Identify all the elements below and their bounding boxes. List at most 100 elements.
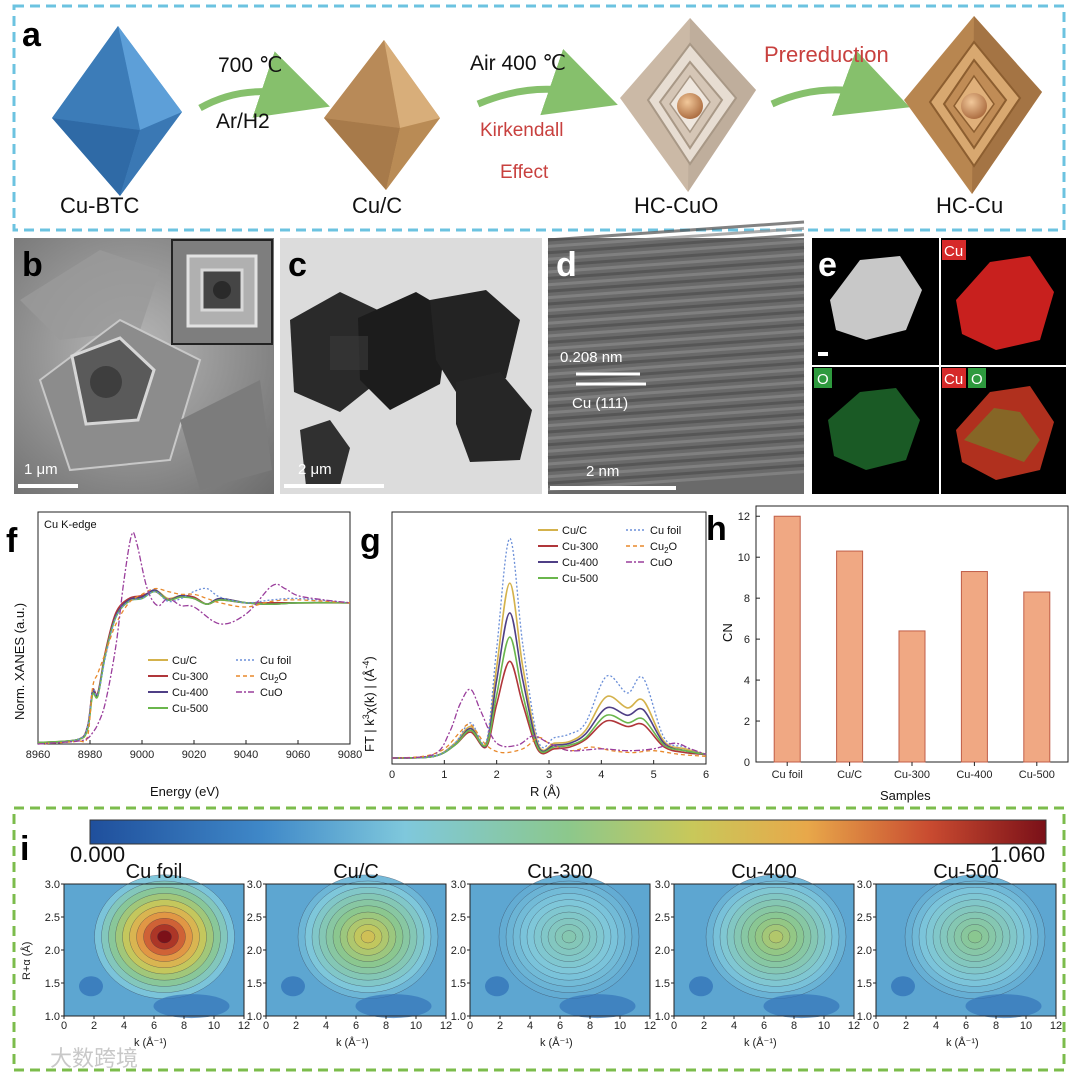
wt-x-axis-label: k (Å⁻¹) <box>744 1036 777 1049</box>
arrow-step-2 <box>476 48 618 116</box>
wt-x-tick-label: 12 <box>644 1020 656 1032</box>
panel-label-c: c <box>288 246 307 284</box>
step3-prereduction: Prereduction <box>764 42 889 67</box>
cn-x-tick-label: Cu foil <box>772 769 803 781</box>
step1-temperature: 700 ℃ <box>218 54 282 77</box>
exafs-legend-cufoil: Cu foil <box>650 525 681 537</box>
wt-y-tick-label: 2.5 <box>655 912 670 924</box>
wt-y-tick-label: 2.0 <box>247 945 262 957</box>
panel-d-hrtem-image: d 0.208 nm Cu (111) 2 nm <box>547 220 805 494</box>
wt-x-tick-label: 10 <box>1020 1020 1032 1032</box>
wt-y-tick-label: 3.0 <box>451 879 466 891</box>
wt-x-tick-label: 8 <box>383 1020 389 1032</box>
exafs-legend-cuo: CuO <box>650 557 673 569</box>
xanes-series-cu2o <box>37 587 351 745</box>
wt-x-tick-label: 12 <box>848 1020 860 1032</box>
wt-y-tick-label: 2.0 <box>451 945 466 957</box>
cu-btc-octahedron <box>52 26 182 196</box>
wt-map-cuc: Cu/C 0 2 4 6 8 10 12 1.0 1.5 2.0 2.5 3.0 k (Å⁻¹) <box>247 861 452 1049</box>
wt-x-tick-label: 0 <box>467 1020 473 1032</box>
hc-cuo-hollow-octahedron <box>620 18 756 192</box>
xanes-y-axis-label: Norm. XANES (a.u.) <box>12 603 27 720</box>
wt-x-tick-label: 4 <box>323 1020 329 1032</box>
wt-x-tick-label: 6 <box>151 1020 157 1032</box>
eds-sem-particle <box>830 256 922 340</box>
wt-x-tick-label: 4 <box>731 1020 737 1032</box>
wt-x-tick-label: 6 <box>761 1020 767 1032</box>
colorbar-max-label: 1.060 <box>990 842 1045 867</box>
xanes-x-tick-label: 9080 <box>338 749 362 761</box>
wt-y-tick-label: 1.0 <box>655 1011 670 1023</box>
eds-label-cu: Cu <box>944 243 963 260</box>
stage-label-cu-c: Cu/C <box>352 193 402 218</box>
arrow-step-3 <box>770 50 910 117</box>
cn-bar <box>1023 591 1051 763</box>
wt-y-tick-label: 3.0 <box>247 879 262 891</box>
panel-d-scale-text: 2 nm <box>586 463 619 480</box>
cn-y-tick-label: 4 <box>744 675 750 687</box>
wt-map-title: Cu foil <box>126 861 183 883</box>
cn-y-tick-label: 12 <box>738 511 750 523</box>
xanes-x-tick-label: 9040 <box>234 749 258 761</box>
step2-kirkendall: Kirkendall <box>480 120 563 141</box>
cn-bar <box>960 571 988 763</box>
cn-x-axis-label: Samples <box>880 788 931 803</box>
eds-o-map <box>828 388 920 470</box>
xanes-legend-cuc: Cu/C <box>172 655 197 667</box>
xanes-legend-cu2o: Cu2O <box>260 671 288 685</box>
panel-label-g: g <box>360 522 381 560</box>
wt-y-tick-label: 2.5 <box>247 912 262 924</box>
exafs-series-cufoil <box>391 537 707 759</box>
cn-bar <box>836 550 864 763</box>
xanes-legend-cufoil: Cu foil <box>260 655 291 667</box>
wt-x-tick-label: 6 <box>353 1020 359 1032</box>
wt-map-cu400: Cu-400 0 2 4 6 8 10 12 1.0 1.5 2.0 2.5 3.0 k (Å⁻¹) <box>655 861 860 1049</box>
wt-x-tick-label: 0 <box>61 1020 67 1032</box>
exafs-x-tick-label: 4 <box>598 769 604 781</box>
xanes-x-tick-label: 9000 <box>130 749 154 761</box>
wt-map-title: Cu-500 <box>933 861 999 883</box>
xanes-edge-annotation: Cu K-edge <box>44 519 97 531</box>
panel-label-i: i <box>20 830 29 868</box>
xanes-legend-cuo: CuO <box>260 687 283 699</box>
exafs-series-cu300 <box>391 660 707 759</box>
wt-y-axis-label: R+α (Å) <box>20 942 33 980</box>
wt-x-tick-label: 2 <box>701 1020 707 1032</box>
wt-x-tick-label: 4 <box>121 1020 127 1032</box>
wt-x-tick-label: 0 <box>263 1020 269 1032</box>
wt-x-tick-label: 10 <box>208 1020 220 1032</box>
wt-y-tick-label: 2.0 <box>655 945 670 957</box>
panel-label-f: f <box>6 522 18 560</box>
wt-y-tick-label: 1.5 <box>857 978 872 990</box>
exafs-legend-cu2o: Cu2O <box>650 541 678 555</box>
exafs-x-tick-label: 3 <box>546 769 552 781</box>
stage-label-cu-btc: Cu-BTC <box>60 193 140 218</box>
wt-y-tick-label: 1.5 <box>451 978 466 990</box>
wt-x-tick-label: 10 <box>818 1020 830 1032</box>
wt-x-tick-label: 4 <box>933 1020 939 1032</box>
wt-y-tick-label: 1.0 <box>247 1011 262 1023</box>
panel-a-schematic: a Cu-BTC 700 ℃ Ar/H2 Cu/C Air 400 ℃ Kirk… <box>12 4 1066 232</box>
arrow-step-1 <box>198 51 330 118</box>
cn-x-tick-label: Cu-300 <box>894 769 930 781</box>
wt-x-tick-label: 8 <box>587 1020 593 1032</box>
wt-x-tick-label: 8 <box>993 1020 999 1032</box>
cn-bar <box>773 515 801 763</box>
xanes-legend: Cu/C Cu-300 Cu-400 Cu-500 Cu foil Cu2O C… <box>148 655 291 715</box>
step2-effect: Effect <box>500 162 549 183</box>
exafs-x-tick-label: 0 <box>389 769 395 781</box>
colorbar-min-label: 0.000 <box>70 842 125 867</box>
wt-map-cu500: Cu-500 0 2 4 6 8 10 12 1.0 1.5 2.0 2.5 3.0 k (Å⁻¹) <box>857 861 1062 1049</box>
wt-x-tick-label: 8 <box>791 1020 797 1032</box>
xanes-legend-cu400: Cu-400 <box>172 687 208 699</box>
wt-x-tick-label: 12 <box>440 1020 452 1032</box>
exafs-series-cu500 <box>391 636 707 759</box>
xanes-x-tick-label: 8980 <box>78 749 102 761</box>
exafs-series-cu400 <box>391 612 707 759</box>
exafs-x-tick-label: 6 <box>703 769 709 781</box>
wt-x-tick-label: 2 <box>903 1020 909 1032</box>
panel-c-tem-image: c 2 μm <box>280 238 542 494</box>
xanes-series-cuo <box>37 531 351 745</box>
eds-label-o: O <box>817 371 829 388</box>
